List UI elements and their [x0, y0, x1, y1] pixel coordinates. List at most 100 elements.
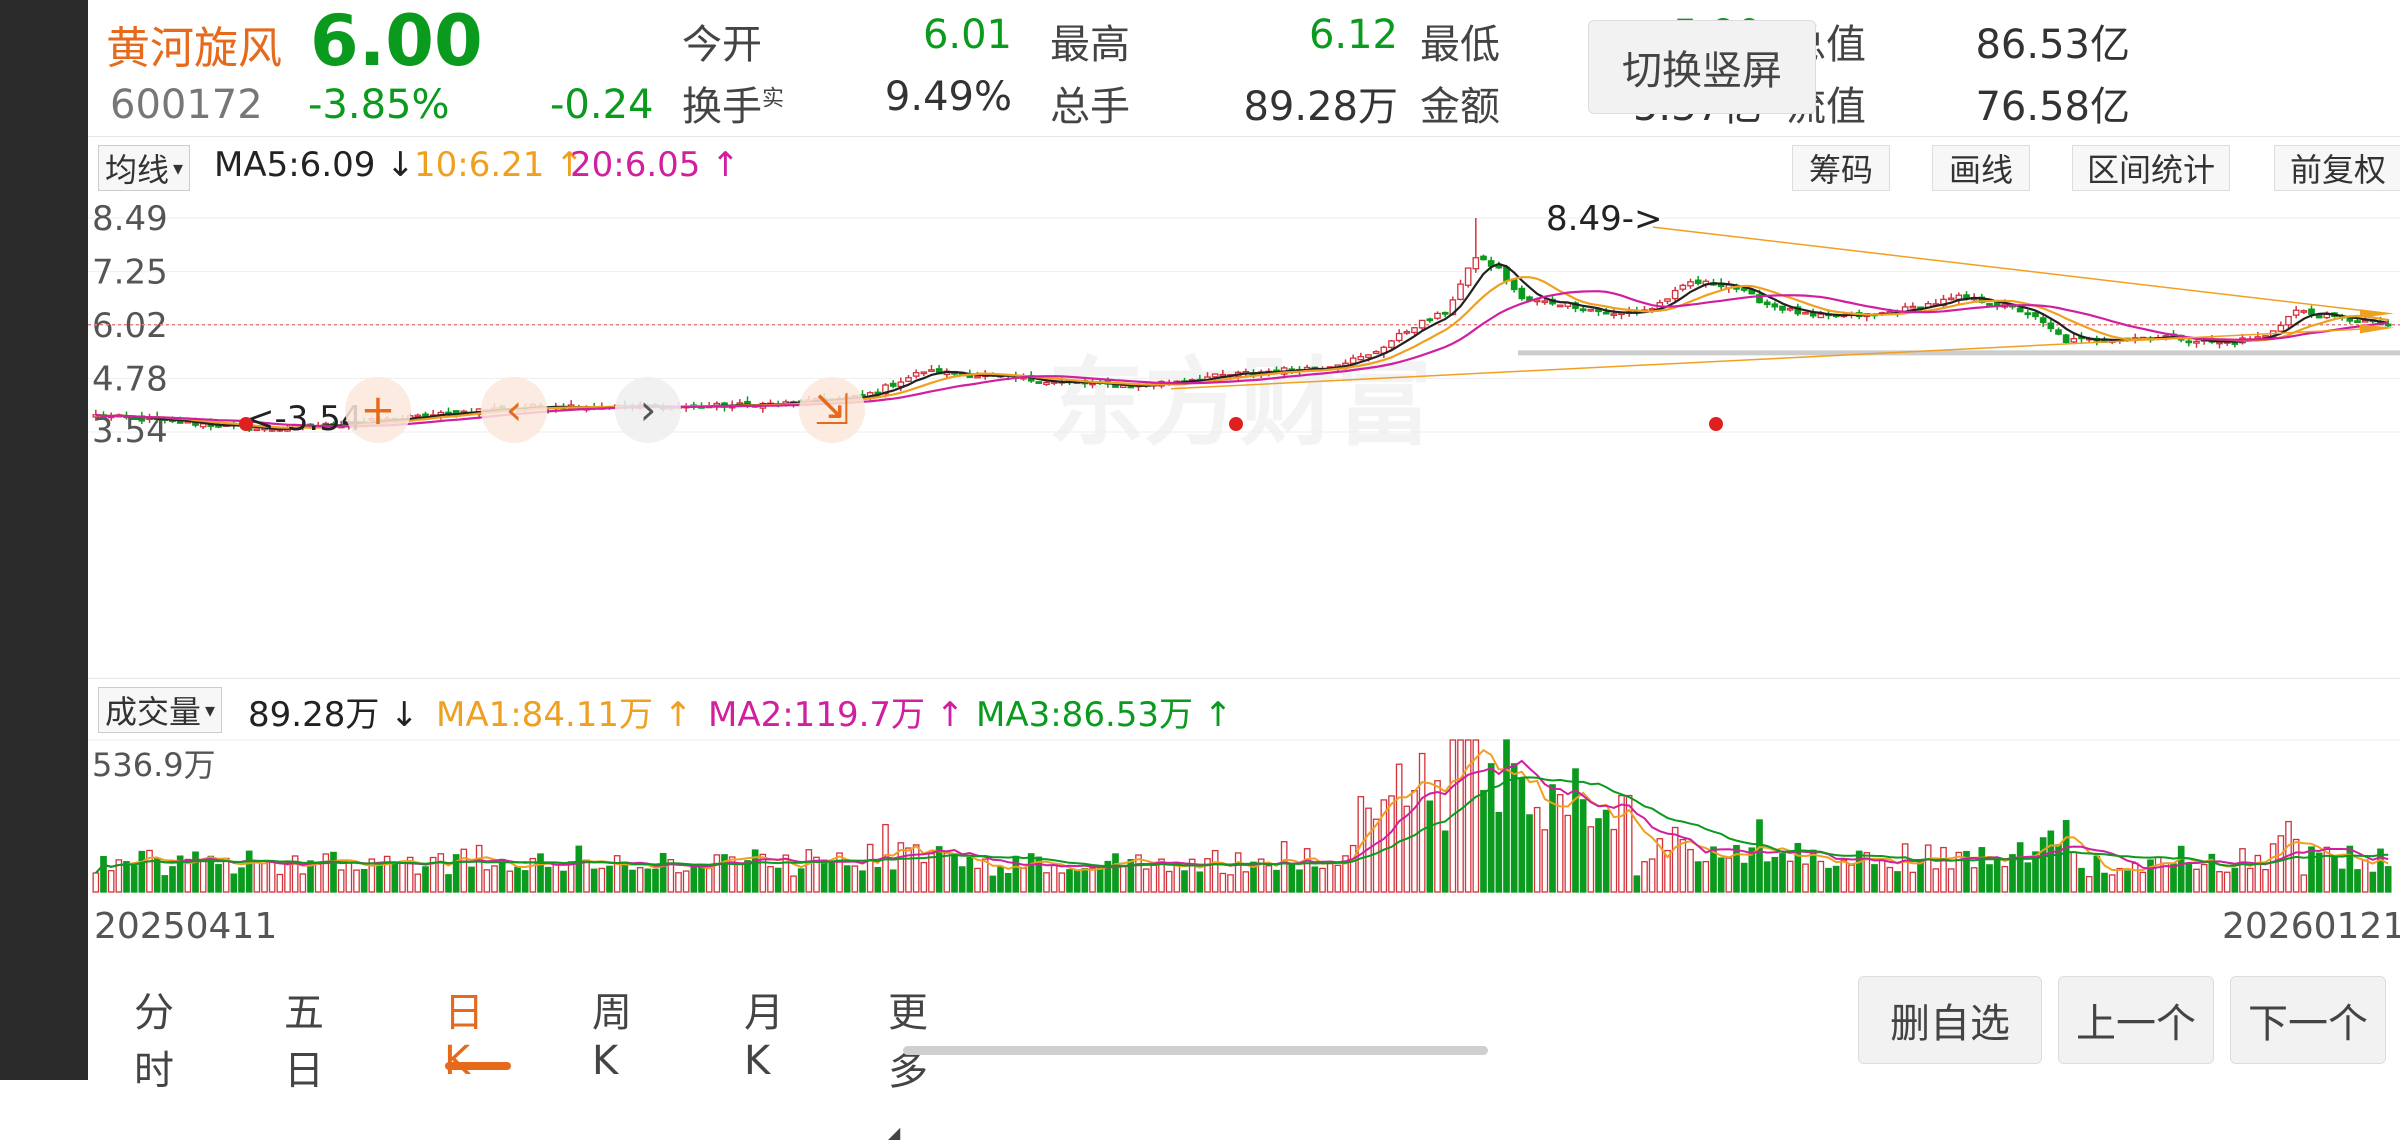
volume-bar: [897, 842, 905, 893]
tab-weekly-k[interactable]: 周K: [592, 990, 632, 1084]
candle-body: [2070, 338, 2078, 343]
volume-bar: [2093, 855, 2101, 893]
tab-more[interactable]: 更多 ◢: [888, 980, 928, 1142]
volume-bar: [2361, 859, 2369, 893]
pan-left-icon[interactable]: ‹: [481, 377, 547, 443]
volume-bar: [2323, 846, 2331, 893]
volume-bar: [529, 857, 537, 893]
forward-adjust-button[interactable]: 前复权: [2274, 145, 2400, 191]
candle-body: [897, 381, 905, 388]
candle-body: [1756, 294, 1763, 304]
volume-bar: [1932, 868, 1940, 893]
volume-bar: [1863, 852, 1871, 893]
pan-right-icon-glyph: ›: [640, 385, 657, 434]
candle-body: [414, 414, 422, 418]
ma10-value: 10:6.21 ↑: [414, 145, 584, 185]
volume-bar: [1150, 864, 1158, 893]
volume-bar: [2200, 863, 2208, 893]
tab-monthly-k[interactable]: 月K: [744, 990, 784, 1084]
next-stock-button[interactable]: 下一个: [2230, 976, 2386, 1064]
zoom-in-icon-glyph: +: [360, 385, 395, 434]
volume-bar: [452, 854, 460, 893]
candle-body: [1472, 257, 1480, 270]
volume-bar: [1763, 861, 1771, 893]
event-marker: [1229, 417, 1243, 431]
switch-portrait-button[interactable]: 切换竖屏: [1588, 20, 1816, 114]
volume-bar: [146, 849, 153, 893]
volume-bar: [345, 859, 353, 893]
horizontal-scrollbar[interactable]: [903, 1046, 1488, 1055]
candle-body: [130, 417, 138, 420]
tab-daily-k[interactable]: 日K: [444, 990, 484, 1084]
volume-bar: [1127, 859, 1135, 893]
volume-bar: [192, 851, 199, 893]
volume-bar: [1618, 794, 1625, 893]
volume-bar: [1679, 838, 1687, 893]
ma20-line: [95, 290, 2389, 428]
pan-right-icon[interactable]: ›: [615, 377, 681, 443]
shrink-icon[interactable]: ⇲: [799, 377, 865, 443]
zoom-in-icon[interactable]: +: [345, 377, 411, 443]
volume-bar: [2047, 830, 2055, 893]
event-marker: [1709, 417, 1723, 431]
volume-bar: [506, 870, 514, 893]
volume-bar: [866, 843, 874, 893]
volume-bar: [2062, 820, 2070, 893]
volume-bar: [130, 865, 138, 893]
volume-bar: [1733, 844, 1740, 893]
volume-bar: [1526, 814, 1533, 893]
volume-chart[interactable]: 536.9万: [88, 734, 2400, 894]
chip-distribution-button[interactable]: 筹码: [1792, 145, 1890, 191]
ma-indicator-bar: 均线 ▾ MA5:6.09 ↓ 10:6.21 ↑ 20:6.05 ↑ 筹码 画线…: [88, 136, 2400, 197]
volume-bar: [2085, 875, 2093, 893]
ma-type-dropdown[interactable]: 均线 ▾: [98, 145, 191, 191]
range-stats-button[interactable]: 区间统计: [2072, 145, 2230, 191]
candle-body: [2323, 313, 2331, 319]
volume-bar: [2308, 846, 2315, 893]
quote-label-turnover: 换手实: [682, 84, 785, 130]
watermark-text: 东方财富: [1048, 347, 1432, 459]
volume-bar: [2239, 848, 2246, 893]
volume-bar: [1480, 789, 1487, 893]
volume-bar: [299, 873, 307, 893]
volume-bar: [736, 863, 744, 893]
volume-bar: [567, 861, 575, 893]
arrow-head-icon: [2360, 309, 2394, 318]
candle-body: [912, 372, 920, 377]
volume-bar: [491, 865, 498, 893]
previous-stock-button[interactable]: 上一个: [2058, 976, 2214, 1064]
volume-bar: [1188, 858, 1196, 893]
volume-bar: [1434, 780, 1441, 893]
candle-body: [1687, 281, 1694, 287]
date-start-label: 20250411: [94, 906, 278, 947]
candle-body: [1035, 381, 1043, 384]
volume-bar: [1096, 867, 1104, 893]
volume-bar: [2039, 837, 2047, 893]
volume-bar: [1725, 857, 1733, 893]
kline-chart[interactable]: 东方财富 8.497.256.024.783.54 8.49-><-3.54+ ‹…: [88, 196, 2400, 672]
volume-bar: [790, 875, 797, 893]
volume-bar: [805, 849, 813, 893]
volume-bar: [230, 873, 238, 893]
volume-bar: [1012, 855, 1020, 893]
volume-type-dropdown[interactable]: 成交量 ▾: [98, 687, 223, 733]
candle-body: [1533, 299, 1541, 303]
volume-bar: [1196, 871, 1204, 893]
draw-line-button[interactable]: 画线: [1932, 145, 2030, 191]
volume-bar: [682, 870, 690, 893]
quote-value-high: 6.12: [1308, 12, 1398, 58]
candle-body: [2254, 336, 2262, 339]
remove-watchlist-button[interactable]: 删自选: [1858, 976, 2042, 1064]
tab-intraday[interactable]: 分时: [134, 990, 174, 1094]
volume-bar: [1940, 846, 1947, 893]
volume-bar: [2170, 863, 2177, 893]
candle-body: [1434, 312, 1441, 319]
volume-bar: [1963, 850, 1970, 893]
volume-bar: [1817, 860, 1825, 893]
tab-five-day[interactable]: 五日: [284, 990, 324, 1094]
volume-bar: [1947, 868, 1955, 893]
ma5-value: MA5:6.09 ↓: [214, 145, 415, 185]
volume-bar: [2185, 862, 2193, 893]
candle-body: [2346, 317, 2354, 322]
candle-body: [1771, 303, 1779, 308]
